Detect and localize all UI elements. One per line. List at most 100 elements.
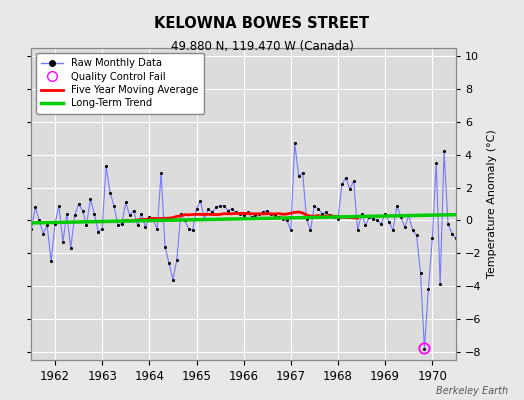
Point — [232, 209, 240, 216]
Point — [471, 222, 479, 228]
Point — [447, 230, 456, 237]
Point — [141, 224, 150, 230]
Point — [216, 202, 224, 209]
Point — [299, 170, 307, 176]
Point — [54, 202, 63, 209]
Point — [247, 214, 256, 220]
Point — [15, 242, 24, 248]
Point — [318, 211, 326, 217]
Point — [74, 201, 83, 207]
Point — [412, 232, 421, 238]
Point — [7, 222, 16, 228]
Point — [4, 192, 12, 199]
Legend: Raw Monthly Data, Quality Control Fail, Five Year Moving Average, Long-Term Tren: Raw Monthly Data, Quality Control Fail, … — [37, 53, 204, 114]
Point — [326, 212, 334, 219]
Point — [408, 227, 417, 234]
Point — [165, 260, 173, 266]
Text: Berkeley Earth: Berkeley Earth — [436, 386, 508, 396]
Point — [78, 207, 86, 214]
Point — [161, 244, 169, 250]
Point — [12, 253, 20, 260]
Point — [307, 227, 315, 234]
Point — [436, 281, 444, 288]
Point — [35, 217, 43, 224]
Point — [432, 160, 440, 166]
Point — [330, 214, 339, 220]
Point — [282, 217, 291, 224]
Point — [31, 204, 39, 210]
Point — [354, 227, 362, 234]
Point — [251, 212, 259, 219]
Point — [255, 211, 264, 217]
Point — [106, 189, 114, 196]
Point — [149, 217, 157, 224]
Point — [440, 148, 448, 155]
Point — [70, 212, 79, 219]
Point — [460, 214, 468, 220]
Point — [455, 227, 464, 234]
Point — [397, 214, 405, 220]
Point — [43, 222, 51, 228]
Point — [200, 216, 209, 222]
Point — [239, 212, 248, 219]
Point — [19, 206, 28, 212]
Point — [271, 212, 279, 219]
Point — [381, 211, 389, 217]
Point — [82, 222, 91, 228]
Point — [444, 220, 452, 227]
Point — [310, 202, 319, 209]
Point — [177, 211, 185, 217]
Point — [208, 209, 216, 216]
Point — [428, 235, 436, 242]
Point — [357, 211, 366, 217]
Point — [204, 206, 212, 212]
Point — [86, 196, 94, 202]
Point — [110, 202, 118, 209]
Point — [125, 212, 134, 219]
Point — [145, 214, 154, 220]
Point — [114, 222, 122, 228]
Point — [102, 163, 111, 170]
Point — [294, 173, 303, 179]
Point — [212, 204, 221, 210]
Point — [90, 211, 99, 217]
Point — [192, 206, 201, 212]
Point — [220, 202, 228, 209]
Point — [157, 170, 166, 176]
Point — [259, 209, 267, 216]
Point — [196, 198, 204, 204]
Point — [377, 220, 386, 227]
Point — [172, 257, 181, 263]
Point — [39, 230, 47, 237]
Point — [267, 211, 275, 217]
Point — [420, 345, 429, 352]
Point — [224, 207, 232, 214]
Point — [118, 220, 126, 227]
Point — [405, 212, 413, 219]
Point — [337, 181, 346, 188]
Point — [467, 226, 476, 232]
Point — [62, 211, 71, 217]
Point — [243, 209, 252, 216]
Point — [287, 227, 295, 234]
Point — [59, 238, 67, 245]
Point — [24, 258, 32, 265]
Point — [342, 174, 350, 181]
Point — [314, 206, 323, 212]
Point — [424, 286, 432, 292]
Point — [369, 216, 377, 222]
Point — [153, 226, 161, 232]
Y-axis label: Temperature Anomaly (°C): Temperature Anomaly (°C) — [487, 130, 497, 278]
Point — [334, 216, 342, 222]
Point — [47, 258, 55, 265]
Point — [137, 211, 146, 217]
Text: KELOWNA BOWES STREET: KELOWNA BOWES STREET — [155, 16, 369, 31]
Point — [389, 227, 397, 234]
Point — [460, 214, 468, 220]
Point — [452, 235, 460, 242]
Point — [51, 220, 59, 227]
Point — [263, 207, 271, 214]
Point — [98, 226, 106, 232]
Point — [401, 224, 409, 230]
Point — [392, 202, 401, 209]
